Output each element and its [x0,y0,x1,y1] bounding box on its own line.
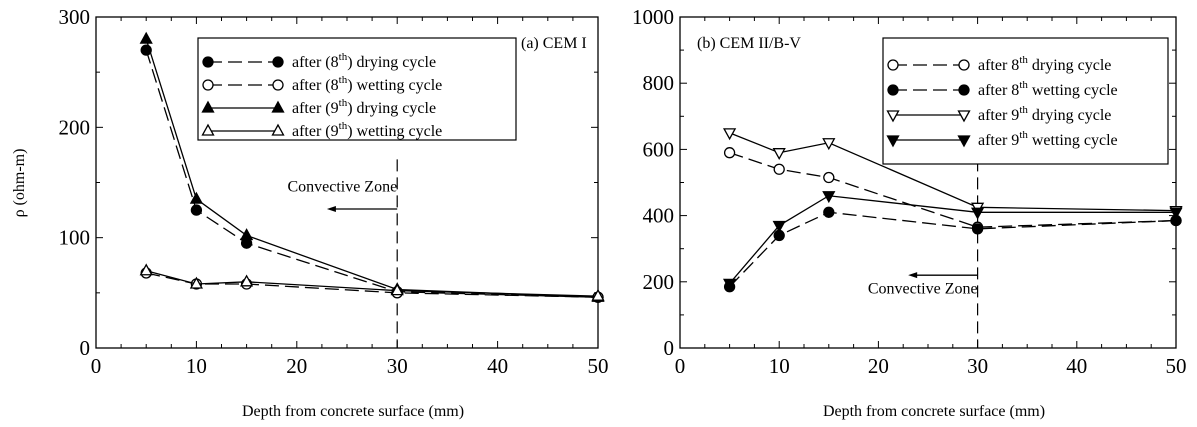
convective-zone-label: Convective Zone [287,178,397,195]
y-tick-label: 200 [59,115,91,139]
legend-marker [957,110,971,123]
x-tick-label: 0 [91,354,102,378]
x-axis-label: Depth from concrete surface (mm) [823,403,1045,420]
y-tick-label: 100 [59,226,91,250]
x-tick-label: 50 [1166,354,1187,378]
convective-zone-label: Convective Zone [868,280,978,297]
legend-marker [202,79,214,91]
legend-marker [958,84,970,96]
x-tick-label: 10 [769,354,790,378]
series-line-2 [146,272,599,298]
chart-panel-2: 0 10 20 30 40 50 0 200 400 600 800 1000 Depth from c… [632,5,1187,420]
data-point [823,206,835,218]
data-point [189,191,203,204]
legend-marker [886,110,900,123]
data-point [591,288,605,301]
x-tick-label: 50 [588,354,609,378]
arrow-head-icon [908,272,918,279]
y-tick-label: 800 [643,71,675,95]
y-tick-label: 300 [59,5,91,29]
legend-marker [957,135,971,148]
x-tick-label: 40 [1066,354,1087,378]
legend-entry: after (9th) drying cycle [292,97,436,117]
legend: after (8th) drying cycle after (8th) wett… [197,37,517,141]
legend-marker [886,135,900,148]
y-axis-label: ρ (ohm-m) [11,149,28,218]
panel-label: (b) CEM II/B-V [697,35,801,52]
x-tick-label: 0 [675,354,686,378]
data-point [189,276,203,289]
panel-label: (a) CEM I [521,35,587,52]
chart-panel-1: 0 10 20 30 40 50 0 100 200 300 Depth from concrete… [11,5,609,420]
x-tick-label: 40 [487,354,508,378]
series-line-4 [146,270,599,297]
data-point [773,163,785,175]
legend-box [197,37,517,141]
legend-marker [201,100,215,113]
legend-entry: after (9th) wetting cycle [292,120,442,140]
x-tick-label: 30 [387,354,408,378]
data-point [823,171,835,184]
y-tick-label: 0 [664,336,675,360]
data-point [723,128,737,141]
legend-entry: after 9th wetting cycle [978,129,1118,149]
data-point [190,204,203,216]
legend-marker [272,56,284,68]
data-point [723,147,736,159]
x-tick-label: 20 [286,354,307,378]
data-point [240,228,254,241]
legend-marker [271,100,285,113]
legend-entry: after 8th wetting cycle [978,79,1118,99]
data-point [971,223,984,235]
legend-entry: after (8th) drying cycle [292,51,436,71]
legend-marker [887,59,899,71]
data-point [772,220,786,233]
legend-marker [887,84,899,96]
data-point [139,31,153,44]
y-tick-label: 200 [643,270,675,294]
y-tick-label: 1000 [632,5,674,29]
data-point [139,263,153,276]
y-tick-label: 600 [643,137,675,161]
data-point [390,283,404,296]
legend-entry: after 8th drying cycle [978,54,1111,74]
x-axis-label: Depth from concrete surface (mm) [242,403,464,420]
legend-marker [271,123,285,136]
legend-marker [202,56,214,68]
data-point [240,274,254,287]
y-tick-label: 400 [643,204,675,228]
legend: after 8th drying cycle after 8th wetting … [882,37,1169,165]
legend-entry: after (8th) wetting cycle [292,74,442,94]
legend-marker [201,123,215,136]
y-tick-label: 0 [80,336,91,360]
legend-entry: after 9th drying cycle [978,104,1111,124]
data-point [772,148,786,161]
x-tick-label: 30 [967,354,988,378]
legend-marker [272,79,284,91]
x-tick-label: 10 [186,354,207,378]
x-tick-label: 20 [868,354,889,378]
data-point [822,138,836,151]
data-point [723,278,737,291]
legend-marker [958,59,970,71]
arrow-head-icon [326,205,336,212]
legend-box [882,37,1169,165]
data-point [1169,207,1183,220]
data-point [971,207,985,220]
data-point [822,191,836,204]
